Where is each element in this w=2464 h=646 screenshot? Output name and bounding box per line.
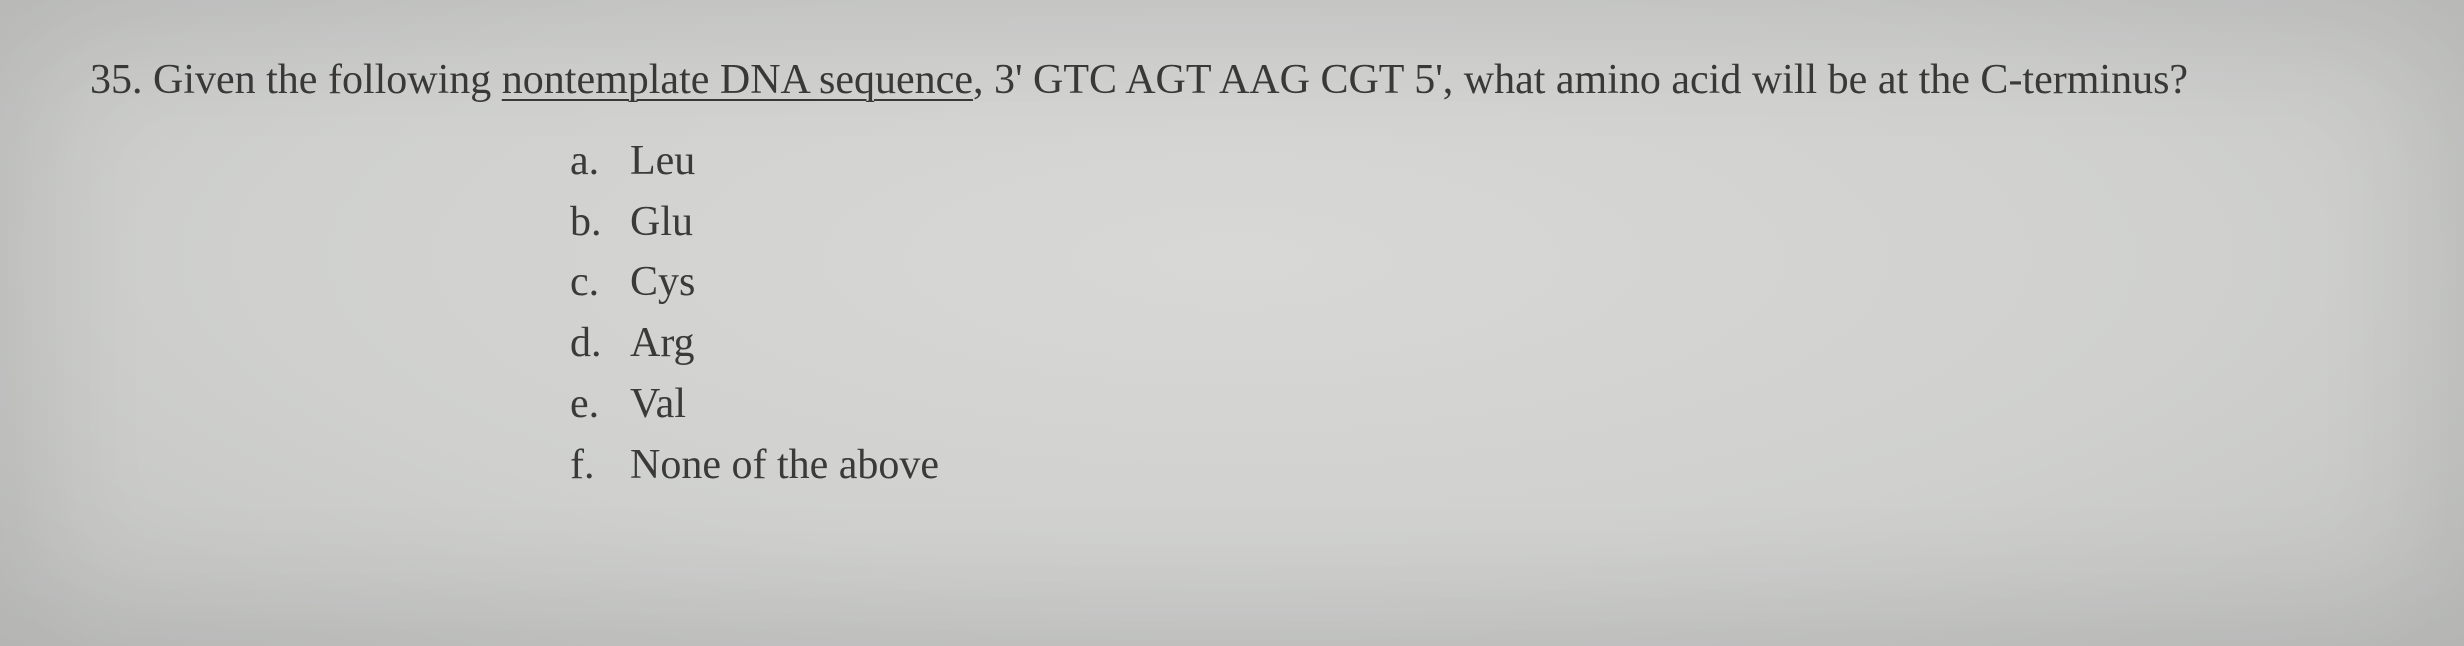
question-pre-text: Given the following xyxy=(153,57,502,103)
options-list: a. Leu b. Glu c. Cys d. Arg e. Val f. No… xyxy=(570,131,2374,496)
option-text: Arg xyxy=(630,313,2374,374)
option-text: Glu xyxy=(630,192,2374,253)
question-stem: 35. Given the following nontemplate DNA … xyxy=(90,52,2374,109)
option-text: Val xyxy=(630,374,2374,435)
option-f: f. None of the above xyxy=(570,435,2374,496)
option-letter: e. xyxy=(570,374,630,435)
option-letter: b. xyxy=(570,192,630,253)
option-letter: c. xyxy=(570,252,630,313)
option-letter: d. xyxy=(570,313,630,374)
option-b: b. Glu xyxy=(570,192,2374,253)
option-letter: f. xyxy=(570,435,630,496)
option-a: a. Leu xyxy=(570,131,2374,192)
option-e: e. Val xyxy=(570,374,2374,435)
question-underlined-text: nontemplate DNA sequence xyxy=(502,57,973,103)
option-text: Leu xyxy=(630,131,2374,192)
option-c: c. Cys xyxy=(570,252,2374,313)
exam-page: 35. Given the following nontemplate DNA … xyxy=(0,0,2464,646)
option-d: d. Arg xyxy=(570,313,2374,374)
option-letter: a. xyxy=(570,131,630,192)
question-post-text: , 3' GTC AGT AAG CGT 5', what amino acid… xyxy=(973,57,2188,103)
question-number: 35. xyxy=(90,57,143,103)
option-text: None of the above xyxy=(630,435,2374,496)
option-text: Cys xyxy=(630,252,2374,313)
